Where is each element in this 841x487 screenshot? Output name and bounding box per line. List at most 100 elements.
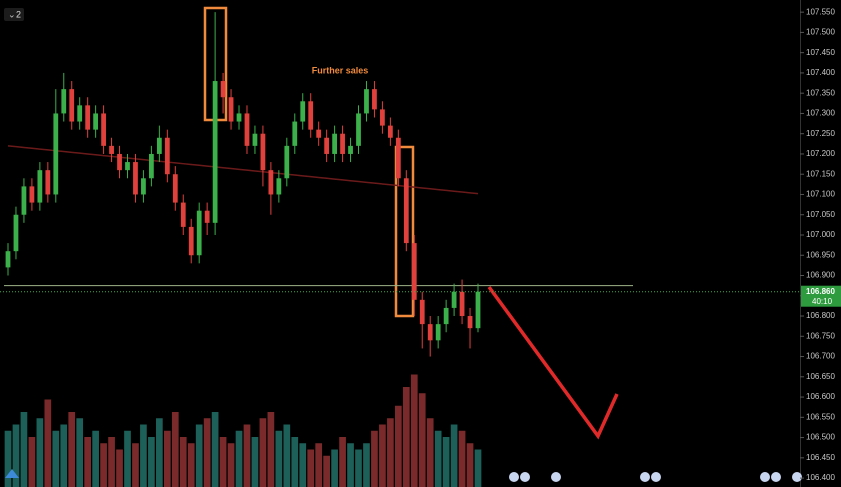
y-tick-label: 107.000 [806,230,835,239]
volume-bar [4,430,12,487]
candle-body [5,251,11,268]
candle-body [172,174,178,203]
volume-bar [442,437,450,487]
candle-body [69,89,75,122]
candle-body [45,170,51,195]
volume-bar [315,443,323,487]
candle-body [93,113,99,130]
volume-bar [124,430,131,487]
candle-body [29,186,35,203]
y-tick-label: 107.250 [806,129,835,138]
y-tick-label: 107.100 [806,190,835,199]
candle-body [308,101,314,130]
volume-bar [140,424,147,487]
candle-body [244,113,250,146]
event-icon[interactable] [771,472,781,482]
candle-body [395,137,401,179]
candle-body [156,137,162,154]
volume-bar [132,443,139,487]
candle-body [53,113,59,195]
candle-body [133,162,138,195]
volume-bar [12,424,20,487]
y-tick-label: 107.300 [806,109,835,118]
event-icon[interactable] [760,472,770,482]
candle-body [300,101,306,122]
y-tick-label: 107.450 [806,48,835,57]
volume-bar [195,424,203,487]
candle-body [220,81,226,98]
volume-bar [20,412,28,487]
volume-bar [410,374,418,487]
y-tick-label: 106.400 [806,473,835,482]
candle-body [443,307,449,325]
candle-body [125,162,130,171]
volume-bar [379,424,386,487]
event-icon[interactable] [509,472,519,482]
event-icon[interactable] [520,472,530,482]
volume-bar [52,430,60,487]
last-price-tag [801,285,841,307]
volume-bar [363,443,370,487]
panel-badge[interactable] [4,8,24,21]
volume-bar [44,399,52,487]
y-tick-label: 106.950 [806,250,835,259]
event-icon[interactable] [792,472,802,482]
candle-body [188,226,194,256]
event-icon[interactable] [640,472,650,482]
candle-body [85,105,91,130]
logo-icon [5,469,19,478]
candle-body [380,109,385,126]
event-icon[interactable] [651,472,661,482]
volume-bar [418,393,426,487]
volume-bar [148,437,155,487]
candle-body [109,145,114,154]
candle-body [340,133,345,154]
candle-body [37,170,43,203]
candle-body [236,113,242,122]
volume-bar [92,430,99,487]
volume-bar [347,443,354,487]
candle-body [451,291,457,308]
volume-bar [371,430,378,487]
volume-bar [291,437,299,487]
volume-bar [458,430,466,487]
volume-bar [434,430,442,487]
candle-body [356,113,361,146]
candle-body [196,210,202,256]
candle-body [332,133,337,154]
volume-bar [219,437,227,487]
volume-bar [36,418,44,487]
candle-body [292,121,298,146]
y-tick-label: 107.050 [806,210,835,219]
volume-bar [387,418,394,487]
volume-bar [28,437,36,487]
y-tick-label: 106.500 [806,433,835,442]
volume-bar [108,437,115,487]
candle-body [372,89,377,110]
volume-bar [283,424,291,487]
moving-average [7,145,479,195]
volume-bar [227,443,235,487]
volume-bar [156,418,163,487]
volume-bar [426,418,434,487]
volume-bar [76,418,84,487]
candle-body [459,291,465,317]
panel-chevron: ⌄ [8,9,16,19]
event-icon[interactable] [551,472,561,482]
volume-bar [259,418,267,487]
candle-body [411,243,417,300]
candle-body [435,324,441,341]
candle-body [387,125,393,138]
volume-bar [466,443,474,487]
candle-body [324,137,330,154]
candle-body [252,133,258,146]
volume-bar [355,449,362,487]
volume-bar [251,437,259,487]
y-tick-label: 107.200 [806,149,835,158]
volume-bar [394,405,402,487]
candle-body [268,170,274,195]
candle-body [204,210,210,223]
volume-bar [60,424,68,487]
candle-body [149,153,154,179]
candle-body [101,113,106,146]
